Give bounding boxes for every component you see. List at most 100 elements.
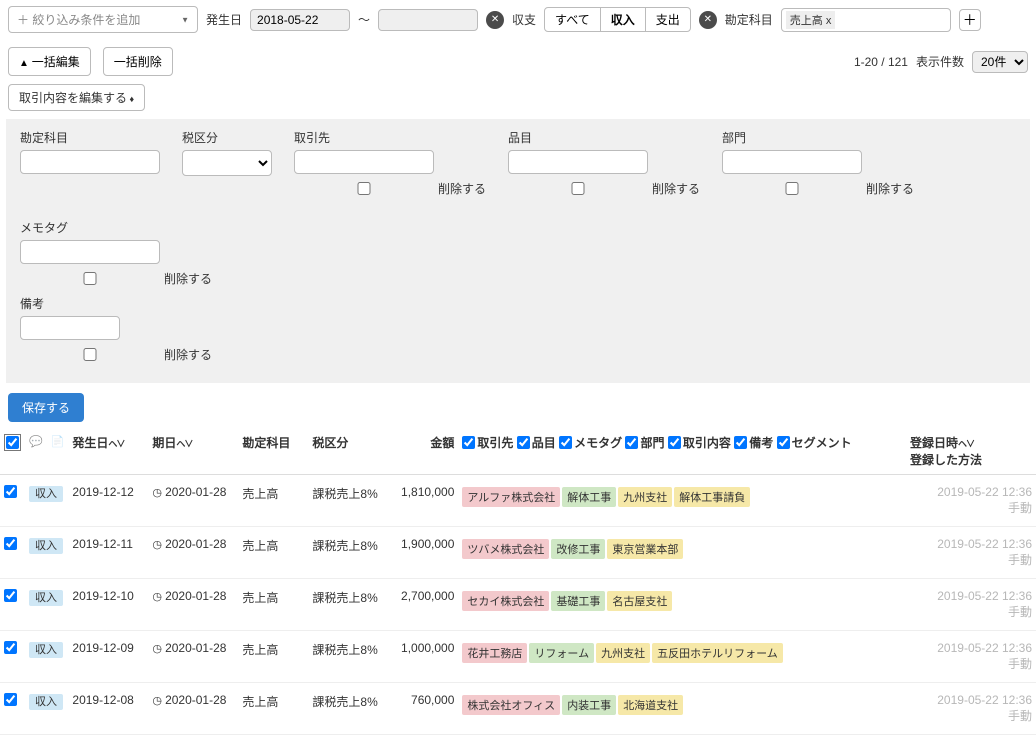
save-button[interactable]: 保存する (8, 393, 84, 422)
cell-amount: 760,000 (388, 683, 458, 735)
tag[interactable]: リフォーム (529, 643, 594, 663)
io-all-button[interactable]: すべて (544, 7, 601, 32)
type-badge: 収入 (29, 590, 63, 606)
add-filter-dropdown[interactable]: ＋ 絞り込み条件を追加 (8, 6, 198, 33)
col-memo-cb[interactable] (559, 436, 572, 449)
bulk-account-field: 勘定科目 (20, 129, 160, 197)
bulk-tax-label: 税区分 (182, 129, 272, 146)
cell-tags: 花井工務店リフォーム九州支社五反田ホテルリフォーム (458, 631, 906, 683)
bulk-remark-delete-cb[interactable] (20, 348, 160, 361)
tag[interactable]: 株式会社オフィス (462, 695, 560, 715)
cell-amount: 1,000,000 (388, 631, 458, 683)
bulk-item-delete-cb[interactable] (508, 182, 648, 195)
bulk-memo-input[interactable] (20, 240, 160, 264)
bulk-memo-delete-cb[interactable] (20, 272, 160, 285)
tag[interactable]: 九州支社 (596, 643, 650, 663)
clear-io-icon[interactable]: ✕ (699, 11, 717, 29)
row-cb[interactable] (4, 589, 17, 602)
bulk-remark-label: 備考 (20, 295, 212, 312)
col-dept-cb[interactable] (625, 436, 638, 449)
cell-account: 売上高 (238, 579, 308, 631)
col-reg-dt[interactable]: 登録日時 (910, 436, 974, 450)
tag[interactable]: セカイ株式会社 (462, 591, 549, 611)
row-cb[interactable] (4, 485, 17, 498)
table-row[interactable]: 収入 2019-12-09 2020-01-28 売上高 課税売上8% 1,00… (0, 631, 1036, 683)
bulk-account-input[interactable] (20, 150, 160, 174)
clock-icon (152, 485, 165, 499)
date-from-input[interactable] (250, 9, 350, 31)
tag[interactable]: 花井工務店 (462, 643, 527, 663)
tag[interactable]: 五反田ホテルリフォーム (652, 643, 783, 663)
col-remark-cb[interactable] (734, 436, 747, 449)
clear-date-icon[interactable]: ✕ (486, 11, 504, 29)
bulk-edit-panel: 勘定科目 税区分 取引先 削除する 品目 削除する 部門 削除する メモタグ 削… (6, 119, 1030, 383)
bulk-partner-delete-label: 削除する (438, 180, 486, 197)
row-cb[interactable] (4, 693, 17, 706)
tag[interactable]: 内装工事 (562, 695, 616, 715)
select-all-cb[interactable] (6, 436, 19, 449)
tag[interactable]: 九州支社 (618, 487, 672, 507)
page-size-select[interactable]: 20件 (972, 51, 1028, 73)
col-date[interactable]: 発生日 (72, 436, 124, 450)
add-account-button[interactable]: ＋ (959, 9, 981, 31)
col-partner-cb[interactable] (462, 436, 475, 449)
col-tax[interactable]: 税区分 (308, 428, 388, 475)
bulk-partner-input[interactable] (294, 150, 434, 174)
bulk-item-delete-label: 削除する (652, 180, 700, 197)
table-row[interactable]: 収入 2019-12-10 2020-01-28 売上高 課税売上8% 2,70… (0, 579, 1036, 631)
bulk-partner-label: 取引先 (294, 129, 486, 146)
cell-due: 2020-01-28 (148, 579, 238, 631)
cell-registered: 2019-05-22 12:36手動 (906, 579, 1036, 631)
io-in-button[interactable]: 収入 (600, 7, 646, 32)
tag[interactable]: 名古屋支社 (607, 591, 672, 611)
date-tilde: 〜 (358, 11, 370, 28)
col-segment-cb[interactable] (777, 436, 790, 449)
clock-icon (152, 641, 165, 655)
col-amount[interactable]: 金額 (388, 428, 458, 475)
type-badge: 収入 (29, 486, 63, 502)
bulk-dept-delete-label: 削除する (866, 180, 914, 197)
account-filter-input[interactable]: 売上高 x (781, 8, 951, 32)
col-due[interactable]: 期日 (152, 436, 192, 450)
bulk-remark-field: 備考 削除する (20, 295, 212, 363)
col-content-cb[interactable] (668, 436, 681, 449)
tag[interactable]: 北海道支社 (618, 695, 683, 715)
clock-icon (152, 589, 165, 603)
cell-due: 2020-01-28 (148, 475, 238, 527)
bulk-partner-delete-cb[interactable] (294, 182, 434, 195)
tag[interactable]: 解体工事 (562, 487, 616, 507)
bulk-delete-button[interactable]: 一括削除 (103, 47, 173, 76)
bulk-dept-input[interactable] (722, 150, 862, 174)
tag[interactable]: 解体工事請負 (674, 487, 750, 507)
account-chip[interactable]: 売上高 x (786, 11, 836, 29)
table-row[interactable]: 収入 2019-12-08 2020-01-28 売上高 課税売上8% 760,… (0, 683, 1036, 735)
bulk-tax-select[interactable] (182, 150, 272, 176)
table-row[interactable]: 収入 2019-12-11 2020-01-28 売上高 課税売上8% 1,90… (0, 527, 1036, 579)
row-cb[interactable] (4, 641, 17, 654)
bulk-item-label: 品目 (508, 129, 700, 146)
bulk-edit-button[interactable]: 一括編集 (8, 47, 91, 76)
edit-content-dropdown[interactable]: 取引内容を編集する (8, 84, 145, 111)
cell-tax: 課税売上8% (308, 527, 388, 579)
comment-col-icon (29, 434, 43, 448)
tag[interactable]: 改修工事 (551, 539, 605, 559)
col-content-label: 取引内容 (683, 434, 731, 451)
row-cb[interactable] (4, 537, 17, 550)
bulk-memo-field: メモタグ 削除する (20, 219, 212, 287)
io-out-button[interactable]: 支出 (645, 7, 691, 32)
account-label: 勘定科目 (725, 11, 773, 28)
date-to-input[interactable] (378, 9, 478, 31)
col-account[interactable]: 勘定科目 (238, 428, 308, 475)
tag[interactable]: ツバメ株式会社 (462, 539, 549, 559)
col-item-cb[interactable] (517, 436, 530, 449)
tag[interactable]: 基礎工事 (551, 591, 605, 611)
bulk-item-input[interactable] (508, 150, 648, 174)
bulk-dept-delete-cb[interactable] (722, 182, 862, 195)
table-row[interactable]: 収入 2019-12-12 2020-01-28 売上高 課税売上8% 1,81… (0, 475, 1036, 527)
tag[interactable]: 東京営業本部 (607, 539, 683, 559)
type-badge: 収入 (29, 642, 63, 658)
bulk-remark-input[interactable] (20, 316, 120, 340)
bulk-partner-field: 取引先 削除する (294, 129, 486, 197)
tag[interactable]: アルファ株式会社 (462, 487, 560, 507)
cell-tags: アルファ株式会社解体工事九州支社解体工事請負 (458, 475, 906, 527)
